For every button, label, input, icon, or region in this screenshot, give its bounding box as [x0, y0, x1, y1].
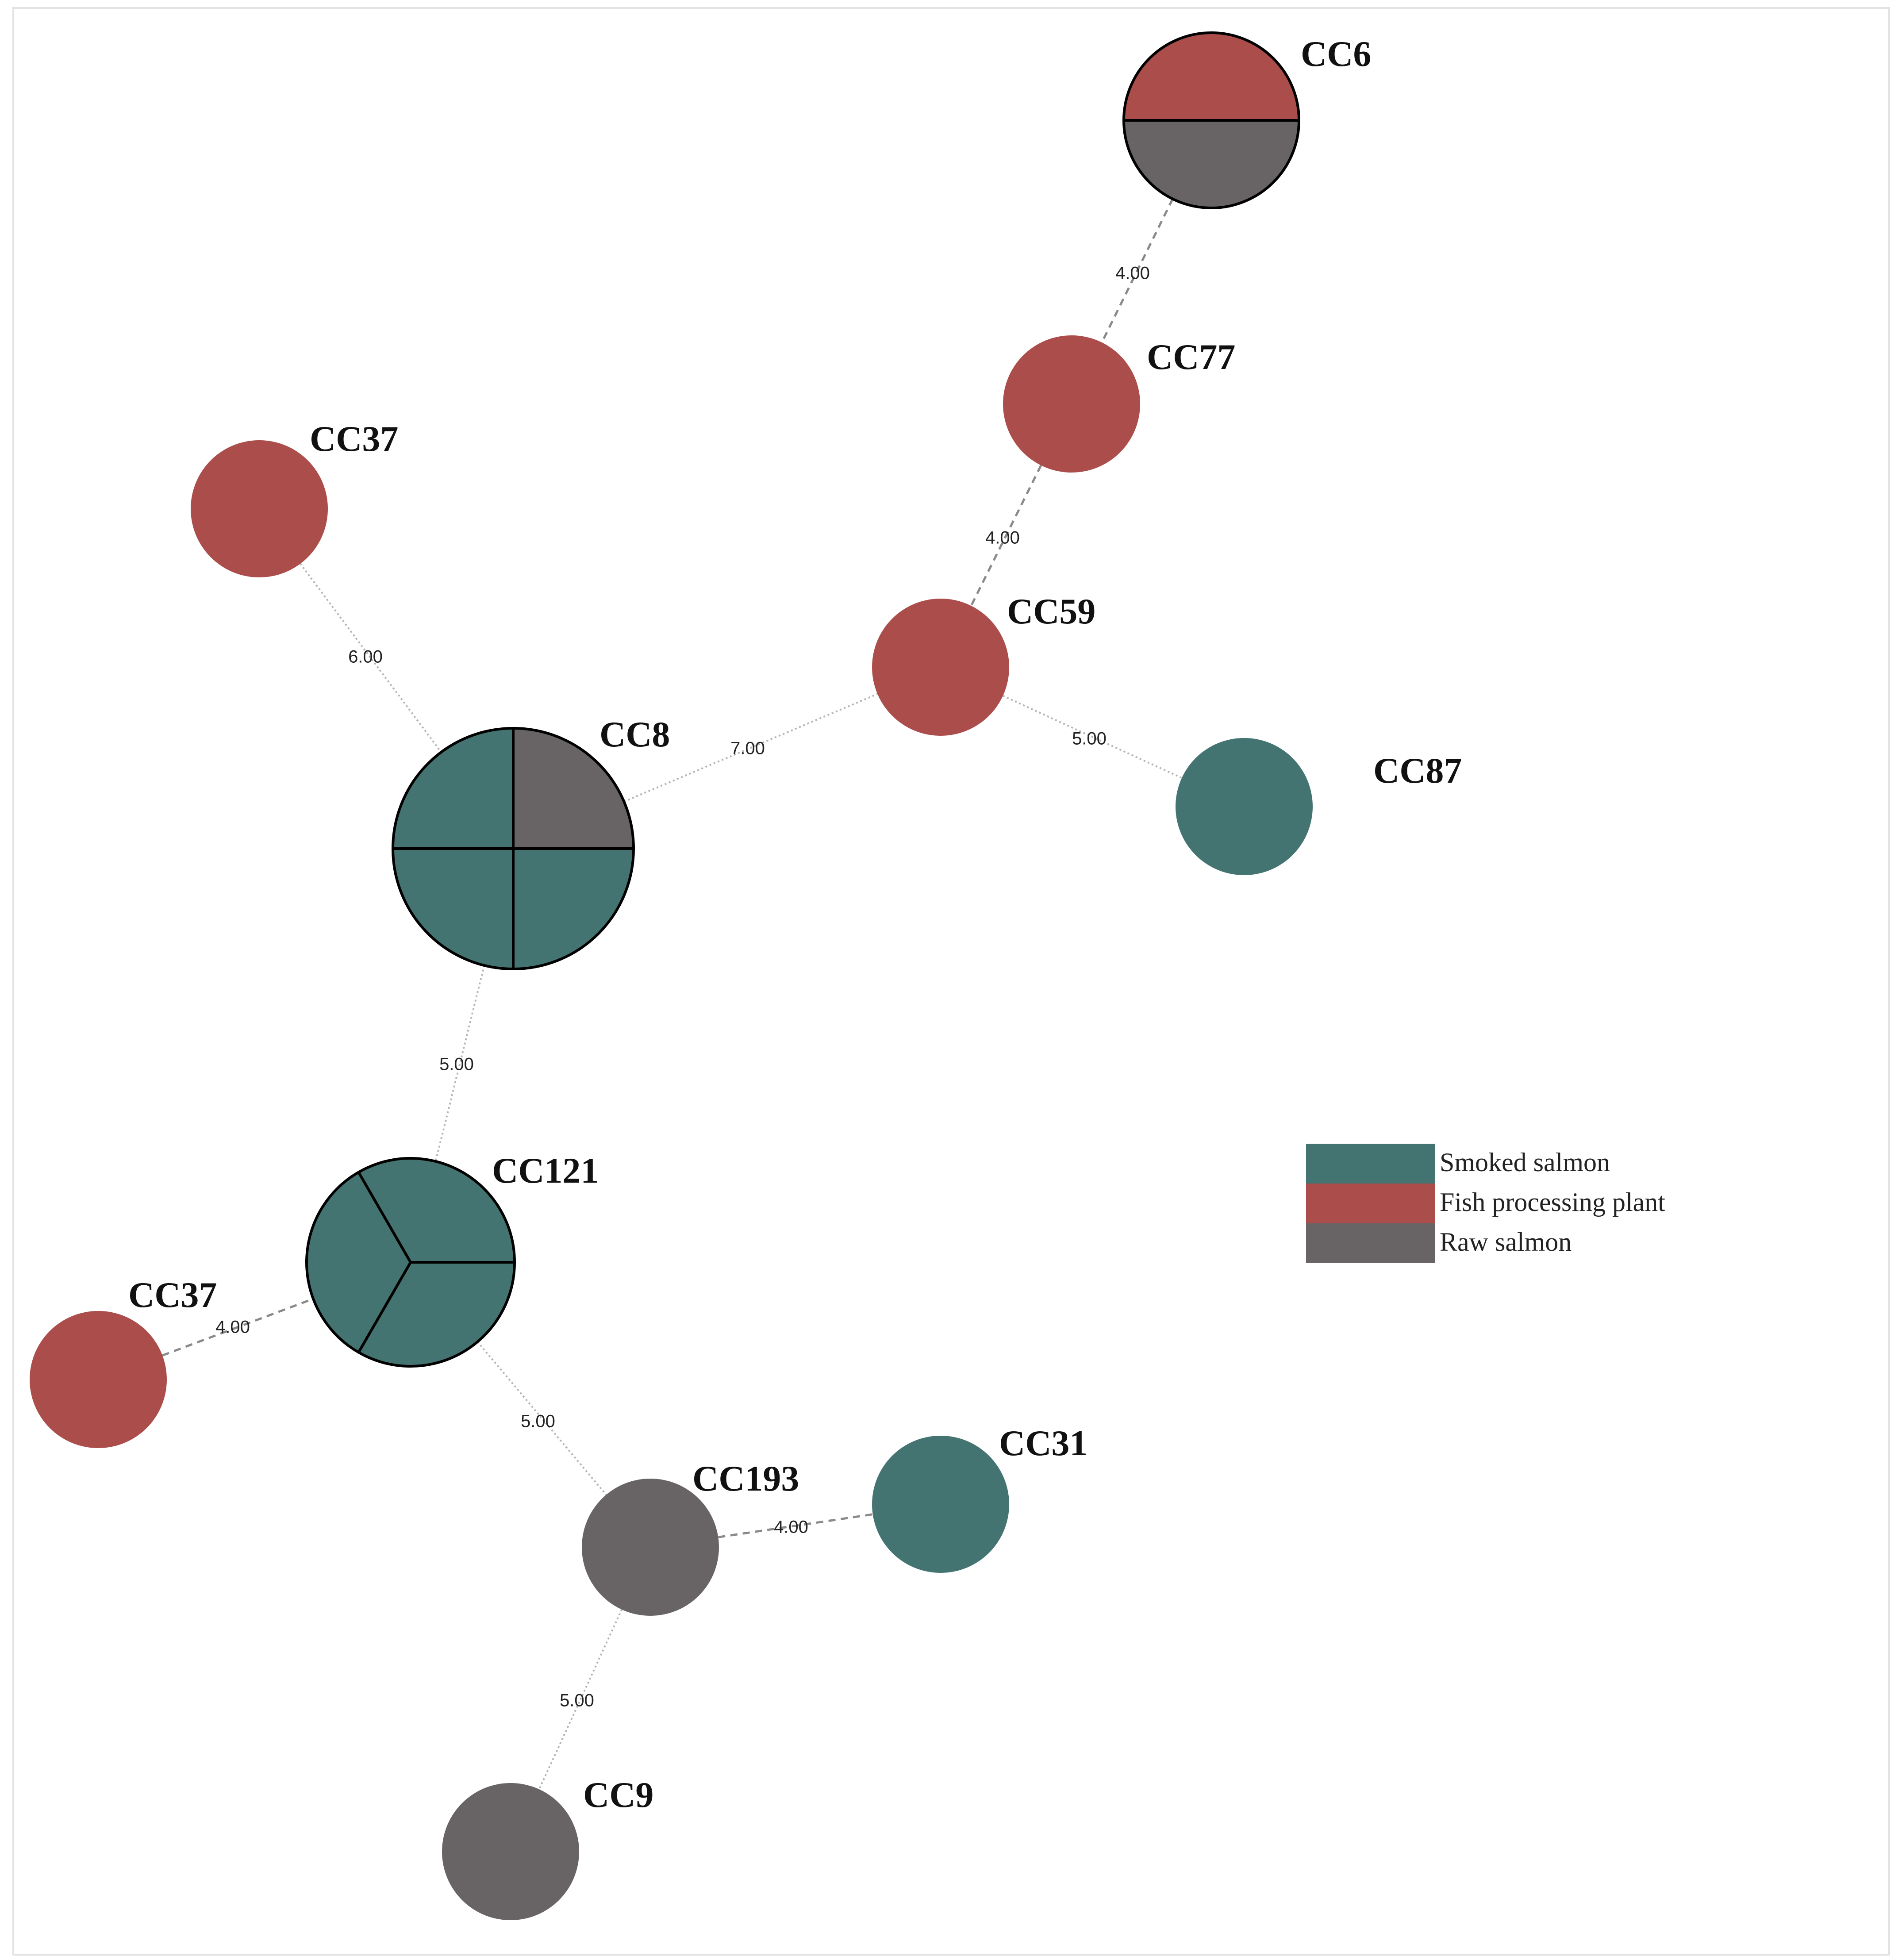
node-circle: [582, 1479, 719, 1616]
edge-label: 4.00: [215, 1318, 250, 1337]
node-label: CC31: [999, 1423, 1087, 1463]
node-slice: [392, 847, 515, 970]
node-label: CC87: [1373, 750, 1462, 791]
nodes-layer: CC6 CC77 CC37 CC59 CC8 CC87 CC121 CC37 CC193 CC31…: [30, 31, 1462, 1920]
node-cc9[interactable]: CC9: [442, 1775, 653, 1920]
edge-cc59-cc87: [1003, 695, 1182, 779]
node-slice: [512, 727, 635, 850]
edge-label: 5.00: [1072, 729, 1107, 749]
node-cc77[interactable]: CC77: [1003, 335, 1235, 473]
node-cc87[interactable]: CC87: [1176, 738, 1462, 875]
node-circle: [872, 1436, 1009, 1573]
node-cc8[interactable]: CC8: [392, 714, 670, 970]
node-cc37b[interactable]: CC37: [30, 1275, 217, 1448]
node-cc37a[interactable]: CC37: [191, 419, 398, 577]
node-circle: [191, 440, 328, 577]
node-circle: [1003, 335, 1140, 473]
legend-label: Fish processing plant: [1440, 1188, 1665, 1217]
edge-cc8-cc121: [434, 965, 485, 1162]
edge-label: 5.00: [439, 1055, 474, 1074]
edge-cc193-cc9: [538, 1609, 623, 1790]
legend: Smoked salmon Fish processing plant Raw sa…: [1306, 1144, 1665, 1263]
edge-cc6-cc77: [1101, 198, 1174, 343]
node-cc31[interactable]: CC31: [872, 1423, 1087, 1573]
node-label: CC193: [692, 1458, 799, 1499]
edge-label: 4.00: [985, 528, 1020, 548]
node-label: CC77: [1147, 337, 1235, 377]
legend-item: Smoked salmon: [1306, 1144, 1610, 1184]
node-label: CC59: [1007, 591, 1095, 631]
node-label: CC9: [583, 1775, 653, 1815]
node-label: CC37: [310, 419, 398, 459]
node-label: CC37: [128, 1275, 217, 1315]
node-slice: [357, 1261, 516, 1368]
node-slice: [1122, 31, 1300, 122]
edge-label: 4.00: [774, 1518, 808, 1537]
node-cc59[interactable]: CC59: [872, 591, 1095, 736]
node-circle: [1176, 738, 1313, 875]
node-circle: [30, 1311, 167, 1448]
node-label: CC8: [599, 714, 670, 754]
node-circle: [872, 599, 1009, 736]
node-slice: [392, 727, 515, 850]
edge-cc193-cc31: [718, 1513, 873, 1538]
edge-label: 5.00: [560, 1691, 594, 1710]
legend-item: Raw salmon: [1306, 1223, 1572, 1263]
edge-label: 6.00: [348, 647, 383, 667]
edge-cc37a-cc8: [300, 563, 442, 753]
edges-layer: 4.00 4.00 6.00 7.00 5.00 5.00 4.00 5.00 4.00 5.00: [162, 198, 1182, 1790]
edge-label: 4.00: [1115, 264, 1150, 283]
node-slice: [512, 847, 635, 970]
edge-label: 5.00: [521, 1412, 555, 1431]
legend-swatch: [1306, 1223, 1435, 1263]
legend-swatch: [1306, 1144, 1435, 1184]
node-label: CC6: [1301, 34, 1371, 74]
node-cc6[interactable]: CC6: [1122, 31, 1371, 209]
legend-label: Smoked salmon: [1440, 1148, 1610, 1177]
legend-label: Raw salmon: [1440, 1227, 1572, 1257]
legend-swatch: [1306, 1184, 1435, 1223]
node-label: CC121: [492, 1150, 599, 1191]
diagram-border: [12, 7, 1890, 1956]
node-slice: [1122, 119, 1300, 209]
node-cc193[interactable]: CC193: [582, 1458, 799, 1616]
node-slice: [357, 1157, 516, 1264]
node-circle: [442, 1783, 579, 1920]
node-slice: [305, 1171, 412, 1354]
edge-cc37b-cc121: [162, 1298, 314, 1357]
edge-label: 7.00: [730, 739, 765, 758]
node-cc121[interactable]: CC121: [305, 1150, 599, 1368]
legend-item: Fish processing plant: [1306, 1184, 1665, 1223]
edge-cc77-cc59: [970, 465, 1042, 607]
edge-cc8-cc59: [623, 693, 878, 803]
